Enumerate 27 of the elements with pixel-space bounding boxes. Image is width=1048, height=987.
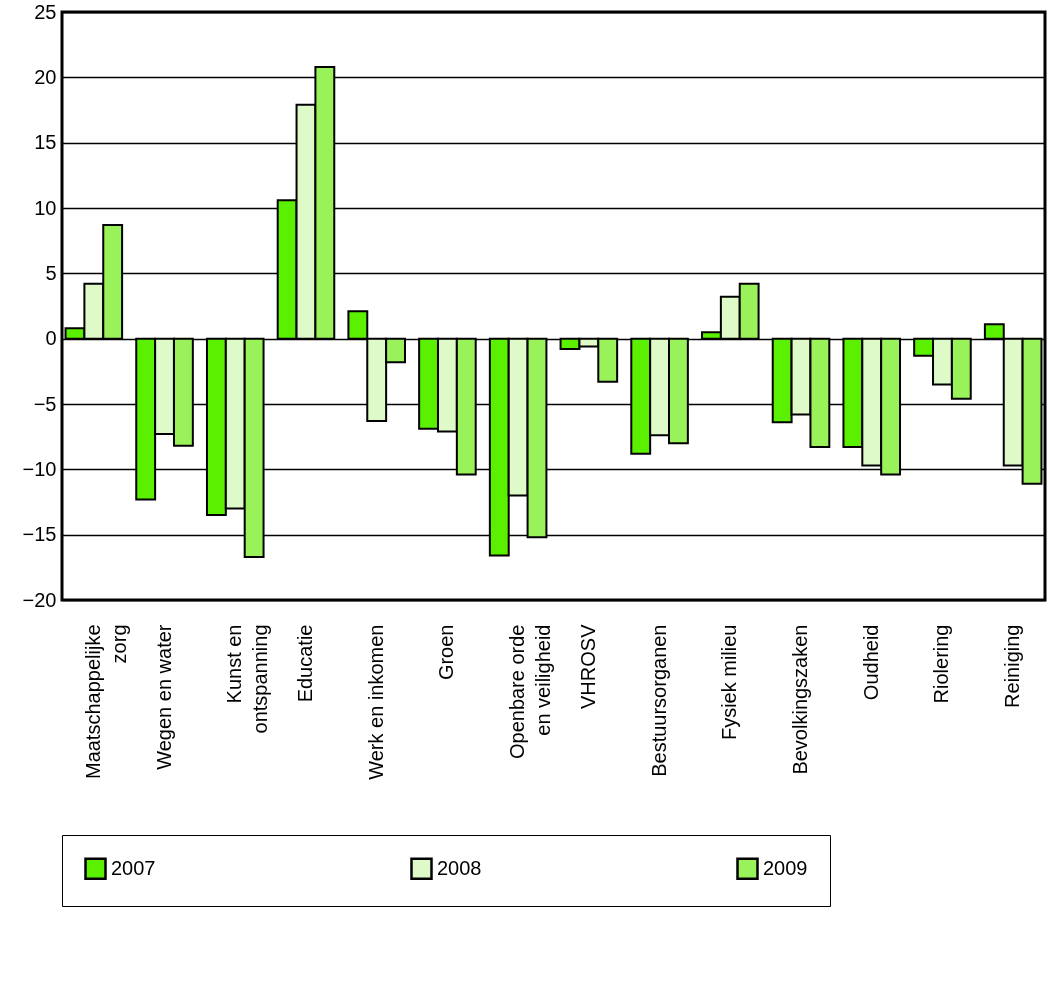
x-tick-label: Reiniging [1001,624,1024,708]
y-tick-label: 5 [45,261,57,284]
y-tick-label: −5 [33,392,57,415]
y-tick-label: 10 [34,196,57,219]
x-tick-label: Riolering [930,624,953,704]
y-tick-label: −20 [22,588,57,611]
y-tick-label: 25 [34,0,57,23]
x-tick-label: Oudheid [859,624,882,701]
x-tick-label: Educatie [293,624,316,703]
x-tick-label: VHROSV [576,623,599,709]
y-tick-label: 0 [45,327,57,350]
x-tick-label: Groen [435,624,458,681]
x-tick-label: Fysiek milieu [718,624,741,741]
legend-label: 2007 [111,856,156,879]
y-tick-label: 20 [34,65,57,88]
y-tick-label: −15 [22,523,57,546]
legend-label: 2008 [437,856,482,879]
legend-label: 2009 [763,856,808,879]
x-tick-label: Bestuursorganen [647,624,670,777]
x-tick-label: Bevolkingszaken [789,624,812,775]
y-tick-label: 15 [34,131,57,154]
y-tick-label: −10 [22,457,57,480]
x-tick-label: Maatschappelijke zorg [81,624,130,780]
x-tick-label: Werk en inkomen [364,624,387,780]
x-tick-label: Openbare orde en veiligheid [506,624,555,760]
x-tick-label: Kunst en ontspanning [223,624,272,734]
x-tick-label: Wegen en water [152,624,175,770]
